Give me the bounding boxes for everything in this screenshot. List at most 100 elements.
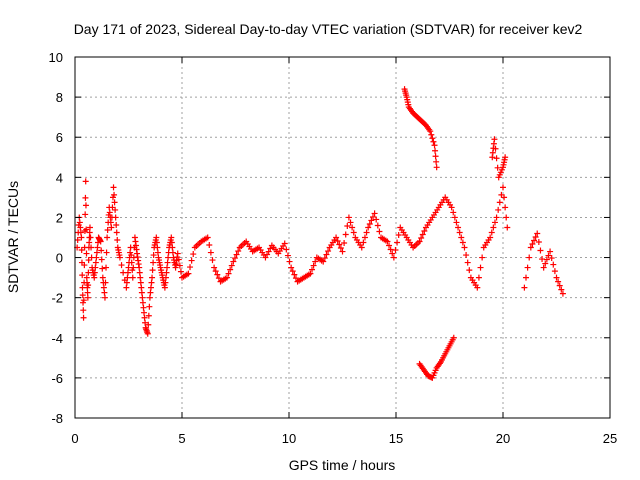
x-tick-label: 15 xyxy=(389,431,403,446)
data-point xyxy=(136,269,143,276)
data-point xyxy=(76,219,83,226)
data-point xyxy=(451,214,458,221)
data-point xyxy=(345,214,352,221)
data-point xyxy=(169,249,176,256)
data-point xyxy=(344,222,351,229)
data-point xyxy=(161,284,168,291)
data-point xyxy=(113,229,120,236)
data-point xyxy=(230,258,237,265)
data-point xyxy=(464,259,471,266)
x-tick-label: 25 xyxy=(603,431,617,446)
data-point xyxy=(336,241,343,248)
data-point xyxy=(141,309,148,316)
data-point xyxy=(286,258,293,265)
data-point xyxy=(523,274,530,281)
data-point xyxy=(479,254,486,261)
data-point xyxy=(154,244,161,251)
data-point xyxy=(164,259,171,266)
data-point xyxy=(376,228,383,235)
data-point xyxy=(502,154,509,161)
data-point xyxy=(235,248,242,255)
data-point xyxy=(551,268,558,275)
data-point xyxy=(361,234,368,241)
data-point xyxy=(86,229,93,236)
data-point xyxy=(320,258,327,265)
data-point xyxy=(137,274,144,281)
data-point xyxy=(542,260,549,267)
data-point xyxy=(323,251,330,258)
data-point xyxy=(333,234,340,241)
data-point xyxy=(339,248,346,255)
data-point xyxy=(88,244,95,251)
data-point xyxy=(526,254,533,261)
data-point xyxy=(373,216,380,223)
data-point xyxy=(103,264,110,271)
data-point xyxy=(493,214,500,221)
data-point xyxy=(463,252,470,259)
data-point xyxy=(130,264,137,271)
data-point xyxy=(98,256,105,263)
data-point xyxy=(540,264,547,271)
data-point xyxy=(147,289,154,296)
data-point xyxy=(428,131,435,138)
data-point xyxy=(494,164,501,171)
data-point xyxy=(419,231,426,238)
data-point xyxy=(111,191,118,198)
data-point xyxy=(347,219,354,226)
data-point xyxy=(325,248,332,255)
data-point xyxy=(475,274,482,281)
data-point xyxy=(138,284,145,291)
data-point xyxy=(112,214,119,221)
data-point xyxy=(80,314,87,321)
data-point xyxy=(496,199,503,206)
data-point xyxy=(144,330,151,337)
data-point xyxy=(82,202,89,209)
data-point xyxy=(77,229,84,236)
data-point xyxy=(92,264,99,271)
y-tick-label: 6 xyxy=(56,130,63,145)
data-point xyxy=(228,262,235,269)
data-point xyxy=(283,246,290,253)
data-point xyxy=(83,274,90,281)
data-point xyxy=(371,210,378,217)
data-point xyxy=(207,249,214,256)
data-point xyxy=(118,262,125,269)
data-point xyxy=(490,224,497,231)
data-point xyxy=(521,284,528,291)
data-point xyxy=(153,234,160,241)
data-point xyxy=(529,241,536,248)
data-point xyxy=(91,269,98,276)
data-point xyxy=(501,194,508,201)
data-point xyxy=(427,128,434,135)
data-point xyxy=(215,275,222,282)
data-point xyxy=(264,251,271,258)
data-point xyxy=(114,237,121,244)
y-tick-label: 10 xyxy=(49,50,63,65)
data-point xyxy=(214,271,221,278)
x-tick-label: 0 xyxy=(71,431,78,446)
y-tick-label: 4 xyxy=(56,170,63,185)
data-point xyxy=(98,247,105,254)
data-point xyxy=(341,240,348,247)
data-point xyxy=(395,231,402,238)
y-tick-label: -6 xyxy=(51,371,63,386)
data-point xyxy=(430,138,437,145)
data-point xyxy=(556,282,563,289)
y-tick-label: -2 xyxy=(51,291,63,306)
x-tick-label: 5 xyxy=(178,431,185,446)
data-point xyxy=(94,244,101,251)
data-point xyxy=(146,294,153,301)
data-point xyxy=(392,247,399,254)
data-point xyxy=(363,229,370,236)
data-point xyxy=(111,199,118,206)
data-point xyxy=(211,264,218,271)
y-tick-label: 0 xyxy=(56,251,63,266)
data-point xyxy=(450,209,457,216)
y-tick-label: 8 xyxy=(56,90,63,105)
data-point xyxy=(342,231,349,238)
data-point xyxy=(458,234,465,241)
data-point xyxy=(503,214,510,221)
data-point xyxy=(177,268,184,275)
data-point xyxy=(309,266,316,273)
